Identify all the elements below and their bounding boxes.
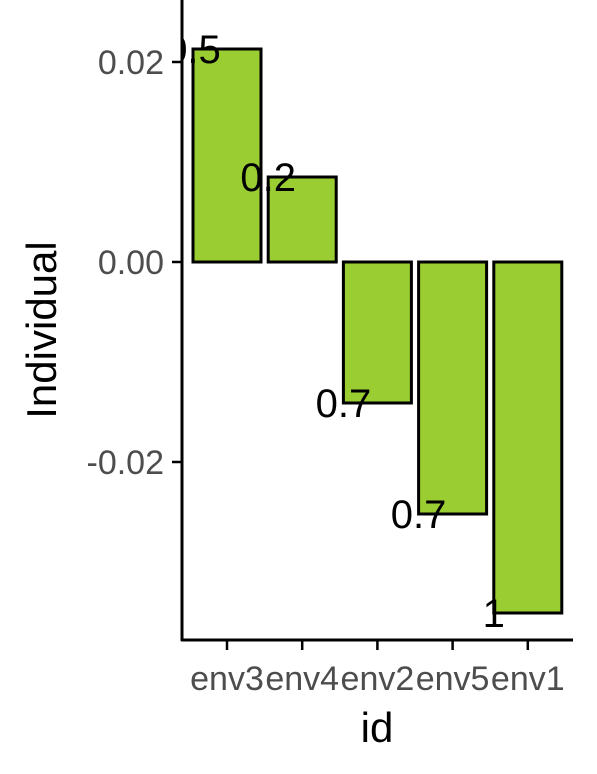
bar-env4 (266, 175, 338, 264)
data-label-env5: 0.7 (391, 493, 447, 537)
x-tick-label-env2: env2 (341, 660, 415, 698)
x-tick-label-env3: env3 (190, 660, 264, 698)
bar-env3 (191, 47, 263, 264)
y-tick-label-1: 0.00 (98, 244, 164, 282)
axes-group: env3 env4 env2 env5 env1 0.02 0.00 -0.02 (87, 0, 573, 698)
data-labels-group: 0.5 0.2 0.7 0.7 1 (165, 28, 505, 636)
y-tick-label-2: -0.02 (87, 444, 165, 482)
x-tick-label-env5: env5 (416, 660, 490, 698)
y-axis-title: Individual (18, 241, 65, 418)
y-tick-label-0: 0.02 (98, 44, 164, 82)
bar-env1 (492, 260, 564, 615)
bar-env2 (341, 260, 413, 405)
bar-env5 (417, 260, 489, 516)
data-label-env2: 0.7 (316, 382, 372, 426)
bars-group (191, 47, 564, 615)
x-tick-label-env1: env1 (491, 660, 565, 698)
x-axis-title: id (361, 704, 394, 751)
data-label-env1: 1 (483, 592, 505, 636)
x-tick-label-env4: env4 (265, 660, 339, 698)
data-label-env3: 0.5 (165, 28, 221, 72)
data-label-env4: 0.2 (240, 156, 296, 200)
